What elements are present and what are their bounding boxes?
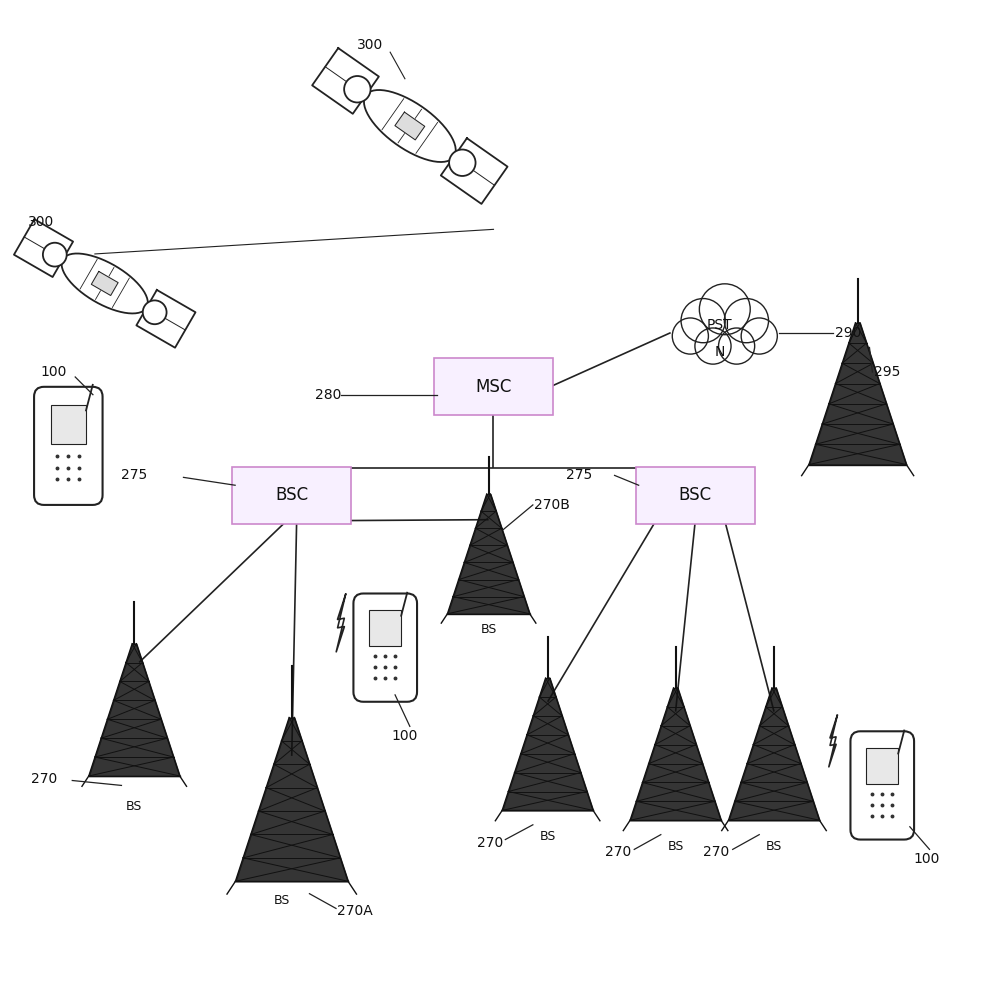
Circle shape (718, 328, 754, 364)
Text: 270B: 270B (533, 498, 569, 512)
FancyBboxPatch shape (635, 467, 754, 524)
Text: BS: BS (273, 894, 290, 907)
Polygon shape (14, 219, 73, 277)
Circle shape (143, 300, 167, 324)
Polygon shape (394, 112, 424, 140)
Polygon shape (441, 138, 507, 204)
Text: 280: 280 (315, 388, 340, 402)
Text: 290: 290 (834, 326, 861, 340)
Text: BS: BS (480, 623, 496, 636)
Text: 100: 100 (912, 852, 939, 866)
Text: 100: 100 (391, 729, 418, 743)
Circle shape (699, 284, 749, 335)
Circle shape (42, 243, 67, 267)
FancyBboxPatch shape (866, 748, 897, 784)
Text: 295: 295 (874, 365, 900, 379)
Text: 275: 275 (565, 468, 592, 482)
FancyBboxPatch shape (232, 467, 351, 524)
Text: 270A: 270A (336, 904, 373, 918)
Text: PST: PST (706, 318, 732, 332)
FancyBboxPatch shape (35, 387, 103, 505)
Polygon shape (312, 48, 379, 114)
FancyBboxPatch shape (434, 358, 552, 415)
Text: BS: BS (539, 830, 555, 843)
Text: BS: BS (126, 800, 142, 813)
Polygon shape (61, 254, 148, 313)
Circle shape (694, 328, 731, 364)
Circle shape (449, 150, 475, 176)
Circle shape (724, 299, 768, 343)
Text: 270: 270 (703, 845, 729, 859)
Text: 100: 100 (40, 365, 67, 379)
Circle shape (680, 299, 725, 343)
FancyBboxPatch shape (50, 405, 86, 444)
Text: 300: 300 (357, 38, 384, 52)
Text: 270: 270 (476, 836, 503, 850)
Circle shape (740, 318, 777, 354)
Text: 270: 270 (31, 772, 57, 786)
Circle shape (344, 76, 370, 102)
Text: BSC: BSC (275, 486, 308, 504)
Text: BS: BS (765, 840, 781, 853)
Text: 270: 270 (604, 845, 631, 859)
Text: 300: 300 (28, 215, 54, 229)
FancyBboxPatch shape (353, 594, 417, 702)
Text: 275: 275 (120, 468, 147, 482)
Polygon shape (92, 271, 118, 295)
Text: BS: BS (667, 840, 683, 853)
Circle shape (671, 318, 708, 354)
Polygon shape (136, 290, 195, 348)
FancyBboxPatch shape (850, 731, 913, 840)
Polygon shape (364, 90, 456, 162)
Text: N: N (714, 345, 725, 359)
FancyBboxPatch shape (369, 610, 400, 646)
Text: BSC: BSC (678, 486, 711, 504)
Text: MSC: MSC (475, 378, 511, 396)
